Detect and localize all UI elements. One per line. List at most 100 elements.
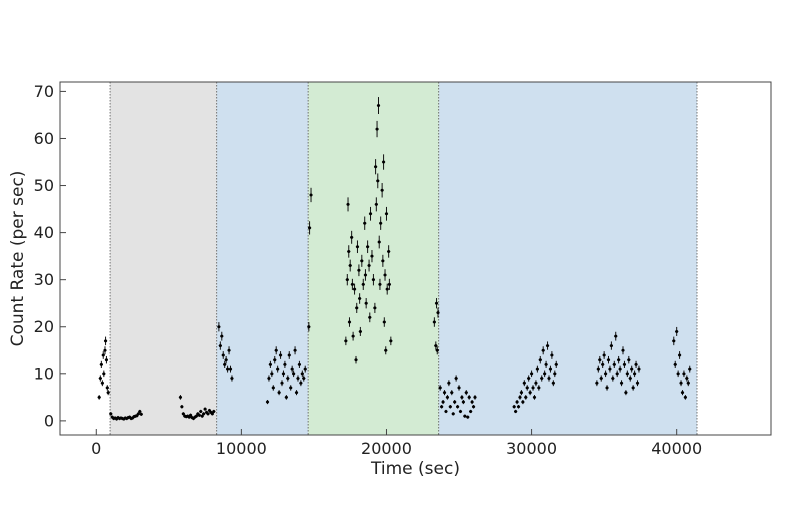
- data-marker: [451, 412, 455, 416]
- data-marker: [682, 372, 686, 376]
- data-marker: [521, 400, 525, 404]
- data-marker: [136, 412, 140, 416]
- data-marker: [385, 287, 389, 291]
- data-point: [302, 375, 306, 382]
- data-marker: [280, 381, 284, 385]
- data-point: [634, 360, 638, 368]
- data-marker: [364, 301, 368, 305]
- data-point: [104, 355, 109, 364]
- data-marker: [347, 249, 351, 253]
- data-point: [102, 370, 106, 378]
- y-axis-label: Count Rate (per sec): [8, 171, 28, 347]
- data-point: [384, 346, 388, 355]
- x-tick-label: 40000: [651, 439, 702, 458]
- data-marker: [283, 362, 287, 366]
- data-marker: [300, 372, 304, 376]
- data-marker: [614, 334, 618, 338]
- data-point: [370, 250, 374, 263]
- data-marker: [351, 334, 355, 338]
- data-point: [202, 412, 206, 416]
- y-tick-label: 20: [34, 317, 54, 336]
- data-point: [289, 385, 293, 391]
- data-marker: [139, 412, 143, 416]
- shaded-region-3: [308, 82, 439, 435]
- data-point: [218, 341, 222, 350]
- data-marker: [348, 264, 352, 268]
- data-marker: [384, 348, 388, 352]
- data-point: [358, 293, 362, 304]
- data-marker: [355, 245, 359, 249]
- data-marker: [546, 344, 550, 348]
- data-point: [371, 274, 376, 286]
- plot-background: [60, 82, 771, 435]
- data-point: [614, 331, 618, 341]
- data-marker: [268, 362, 272, 366]
- data-point: [351, 331, 355, 341]
- data-marker: [98, 377, 102, 381]
- data-marker: [608, 367, 612, 371]
- data-point: [438, 385, 442, 391]
- data-marker: [376, 104, 380, 108]
- data-point: [379, 216, 383, 230]
- data-marker: [454, 377, 458, 381]
- data-marker: [210, 412, 214, 416]
- data-marker: [227, 348, 231, 352]
- data-point: [271, 385, 275, 391]
- data-point: [348, 259, 352, 272]
- data-point: [361, 278, 365, 290]
- data-marker: [297, 362, 301, 366]
- data-marker: [367, 264, 371, 268]
- data-point: [347, 317, 352, 327]
- data-point: [635, 380, 640, 387]
- data-point: [518, 395, 522, 400]
- data-marker: [104, 358, 108, 362]
- data-point: [385, 283, 389, 295]
- data-point: [358, 326, 362, 336]
- data-point: [303, 365, 307, 373]
- data-marker: [377, 240, 381, 244]
- data-point: [683, 395, 687, 400]
- data-marker: [273, 358, 277, 362]
- data-point: [547, 375, 551, 382]
- data-marker: [345, 278, 349, 282]
- data-marker: [387, 249, 391, 253]
- data-point: [553, 370, 557, 378]
- data-marker: [551, 381, 555, 385]
- data-point: [139, 412, 143, 416]
- data-marker: [679, 381, 683, 385]
- data-marker: [432, 320, 436, 324]
- data-point: [103, 346, 107, 355]
- data-marker: [676, 372, 680, 376]
- data-point: [627, 355, 631, 364]
- data-marker: [540, 377, 544, 381]
- data-marker: [435, 301, 439, 305]
- data-point: [680, 390, 685, 396]
- data-point: [448, 404, 452, 409]
- data-point: [100, 380, 104, 387]
- data-marker: [461, 400, 465, 404]
- data-marker: [538, 358, 542, 362]
- data-marker: [456, 405, 460, 409]
- data-marker: [354, 358, 358, 362]
- data-marker: [673, 362, 677, 366]
- data-point: [276, 365, 280, 373]
- data-point: [101, 351, 105, 359]
- data-marker: [212, 409, 216, 413]
- data-point: [612, 360, 616, 368]
- data-marker: [296, 377, 300, 381]
- data-point: [350, 230, 354, 244]
- data-marker: [181, 412, 185, 416]
- data-point: [460, 395, 464, 400]
- data-point: [136, 412, 140, 416]
- data-point: [364, 298, 368, 309]
- data-point: [628, 375, 632, 382]
- data-marker: [375, 127, 379, 131]
- data-point: [376, 173, 380, 189]
- data-point: [686, 380, 690, 387]
- data-marker: [453, 400, 457, 404]
- y-tick-label: 40: [34, 223, 54, 242]
- data-marker: [228, 367, 232, 371]
- data-point: [682, 370, 686, 378]
- data-point: [688, 365, 692, 373]
- data-point: [436, 307, 440, 318]
